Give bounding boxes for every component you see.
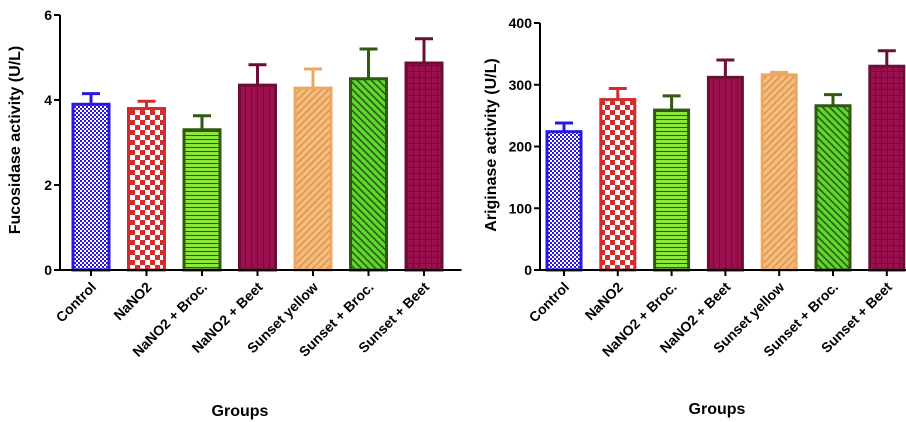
x-tick-label-1: Control [526, 279, 573, 326]
bar-4 [706, 75, 744, 272]
bar-7 [868, 64, 906, 272]
bar-5 [293, 86, 333, 272]
y-tick-label-1: 0 [524, 262, 532, 278]
x-tick-label-2: NaNO2 [582, 279, 626, 323]
y-tick-label-2: 100 [509, 200, 533, 216]
y-tick-label-3: 200 [509, 139, 533, 155]
y-tick-label-2: 2 [44, 177, 52, 193]
y-tick-label-4: 300 [509, 77, 533, 93]
bar-6 [814, 104, 852, 272]
bar-3 [182, 128, 222, 272]
y-tick-label-1: 0 [44, 262, 52, 278]
bar-5 [760, 73, 798, 272]
y-axis-title: Ariginase activity (U/L) [483, 58, 500, 231]
bar-1 [545, 130, 583, 272]
x-axis-title: Groups [689, 401, 746, 418]
bar-2 [599, 98, 637, 272]
y-tick-label-3: 4 [44, 92, 52, 108]
x-tick-label-1: Control [53, 279, 100, 326]
y-axis-title: Fucosidase activity (U/L) [7, 46, 24, 235]
bar-6 [349, 77, 388, 272]
bar-2 [127, 107, 166, 272]
bar-3 [653, 108, 691, 272]
x-tick-label-2: NaNO2 [110, 279, 154, 323]
bar-7 [404, 61, 444, 272]
y-tick-label-4: 6 [44, 7, 52, 23]
bar-1 [71, 102, 111, 272]
bar-4 [238, 83, 277, 272]
y-tick-label-5: 400 [509, 15, 533, 31]
x-axis-title: Groups [212, 403, 269, 420]
